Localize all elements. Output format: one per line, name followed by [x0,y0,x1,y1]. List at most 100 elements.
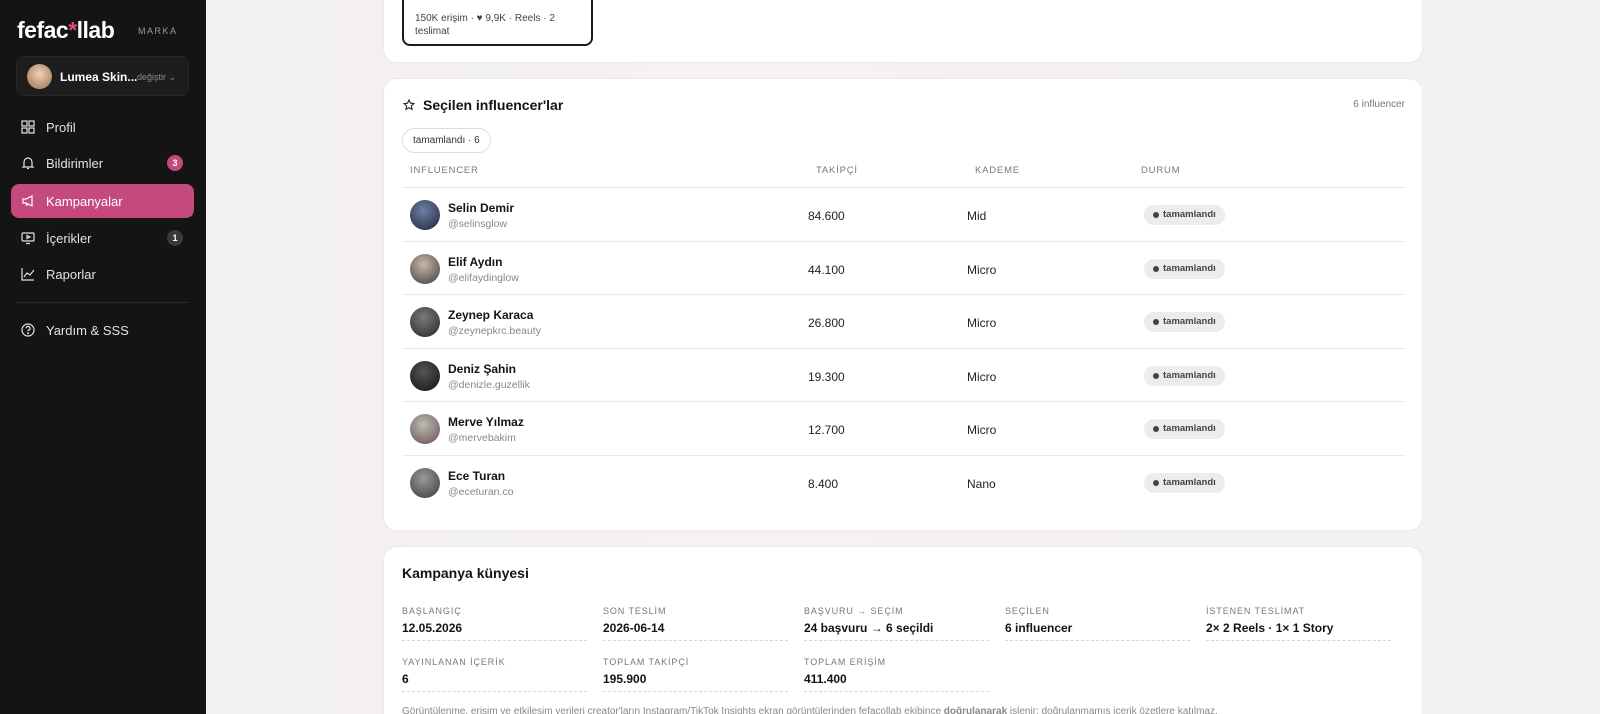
nav-label: Profil [46,120,76,135]
avatar [410,200,440,230]
status-badge: tamamlandı [1144,419,1225,439]
nav-label: Raporlar [46,267,96,282]
influencer-name: Selin Demir [448,201,515,215]
status-badge: tamamlandı [1144,472,1225,493]
status-badge: tamamlandı [1144,205,1225,225]
star-icon [403,99,415,111]
nav-label: Yardım & SSS [46,323,129,338]
field-label: BAŞVURU → SEÇİM [804,606,904,616]
filter-chip[interactable]: tamamlandı · 6 [402,128,491,153]
avatar [410,467,440,498]
influencer-row[interactable]: Merve Yılmaz @mervebakim 12.700 Micro tamaml… [402,401,1405,455]
icon [21,232,35,245]
card-title: Seçilen influencer'lar [423,97,564,113]
followers: 12.700 [808,423,845,437]
info-field: BAŞLANGIÇ 12.05.2026 [402,606,587,641]
info-field: YAYINLANAN İÇERİK 6 [402,657,587,692]
nav-item[interactable]: Yardım & SSS [11,313,194,347]
selected-influencers-card: Seçilen influencer'lar 6 influencer tama… [383,78,1423,531]
nav-badge: 1 [167,230,183,246]
avatar [410,307,440,337]
nav-label: Kampanyalar [46,194,123,209]
nav-item[interactable]: İçerikler 1 [11,221,194,255]
field-value: 6 influencer [1005,621,1073,635]
influencer-handle: @eceturan.co [448,485,514,498]
brand: fefac*llab [17,17,115,44]
status-badge: tamamlandı [1144,365,1225,386]
influencer-name: Merve Yılmaz [448,415,524,429]
info-field: SON TESLİM 2026-06-14 [603,606,788,641]
influencer-row[interactable]: Deniz Şahin @denizle.guzellik 19.300 Micro t… [402,347,1405,402]
status-badge: tamamlandı [1144,258,1225,279]
field-value: 2× 2 Reels · 1× 1 Story [1206,621,1334,635]
influencer-name: Elif Aydın [448,254,503,269]
account-switcher[interactable]: Lumea Skin... değiştir ⌄ [16,56,189,96]
brand-prefix: fefac [17,17,69,43]
brand-tag: MARKA [138,26,178,36]
nav-item[interactable]: Kampanyalar [11,184,194,218]
influencer-handle: @denizle.guzellik [448,378,530,391]
deliverable-stats: 150K erişim · ♥ 9,9K · Reels · 2 teslima… [415,13,555,37]
influencer-count: 6 influencer [1353,99,1405,110]
account-change[interactable]: değiştir ⌄ [136,72,176,82]
account-name: Lumea Skin... [60,70,138,84]
influencer-row[interactable]: Elif Aydın @elifaydinglow 44.100 Micro tamam… [402,240,1405,295]
field-value: 24 başvuru → 6 seçildi [804,621,934,635]
brand-mark: * [68,17,77,43]
column-header: KADEME [975,165,1020,176]
status-badge: tamamlandı [1144,312,1225,332]
campaign-info-card: Kampanya künyesi BAŞLANGIÇ 12.05.2026 SON … [383,546,1423,714]
tier: Micro [967,262,997,277]
info-field: TOPLAM ERİŞİM 411.400 [804,657,989,692]
field-label: TOPLAM TAKİPÇİ [603,657,690,667]
divider [16,302,189,303]
tier: Mid [967,209,987,223]
field-value: 6 [402,672,409,686]
footnote-text: Görüntülenme, erişim ve etkileşim verile… [402,706,944,714]
followers: 44.100 [808,262,845,277]
influencer-handle: @zeynepkrc.beauty [448,325,541,337]
deliverable-card [383,0,1423,63]
influencer-handle: @mervebakim [448,432,516,444]
tier: Micro [967,316,997,330]
field-label: İSTENEN TESLİMAT [1206,606,1306,616]
info-field: SEÇİLEN 6 influencer [1005,606,1190,641]
influencer-row[interactable]: Zeynep Karaca @zeynepkrc.beauty 26.800 Micr… [402,294,1405,348]
sidebar: fefac*llab MARKA Lumea Skin... değiştir … [0,0,206,714]
info-field: TOPLAM TAKİPÇİ 195.900 [603,657,788,692]
footnote-bold: doğrulanarak [943,706,1008,714]
field-label: BAŞLANGIÇ [402,606,462,616]
deliverable-preview[interactable]: 150K erişim · ♥ 9,9K · Reels · 2 teslima… [402,0,593,46]
column-header: INFLUENCER [410,165,479,176]
influencer-handle: @selinsglow [448,218,508,230]
field-value: 411.400 [804,672,847,686]
field-value: 2026-06-14 [603,621,665,635]
tier: Micro [967,369,997,384]
icon [21,268,35,281]
nav-item[interactable]: Profil [11,110,194,144]
field-label: TOPLAM ERİŞİM [804,657,887,667]
nav-item[interactable]: Raporlar [11,257,194,291]
icon [21,120,35,134]
footnote: Görüntülenme, erişim ve etkileşim verile… [402,706,1218,714]
column-header: TAKİPÇİ [816,165,858,176]
tier: Nano [967,476,996,491]
info-field: BAŞVURU → SEÇİM 24 başvuru → 6 seçildi [804,606,989,641]
account-avatar [27,64,52,89]
icon [21,157,35,170]
influencer-row[interactable]: Selin Demir @selinsglow 84.600 Mid tamamland… [402,187,1405,241]
avatar [410,253,440,284]
field-label: YAYINLANAN İÇERİK [402,657,506,667]
field-label: SEÇİLEN [1005,606,1050,616]
followers: 8.400 [808,476,839,491]
influencer-row[interactable]: Ece Turan @eceturan.co 8.400 Nano tamamlandı [402,454,1405,509]
nav-item[interactable]: Bildirimler 3 [11,146,194,180]
info-field: İSTENEN TESLİMAT 2× 2 Reels · 1× 1 Story [1206,606,1391,641]
nav-label: İçerikler [46,231,92,246]
avatar [410,414,440,444]
footnote-text: işlenir; doğrulanmamış içerik özetlere k… [1007,706,1218,714]
brand-suffix: llab [76,17,115,43]
tier: Micro [967,423,997,437]
followers: 84.600 [808,209,845,223]
